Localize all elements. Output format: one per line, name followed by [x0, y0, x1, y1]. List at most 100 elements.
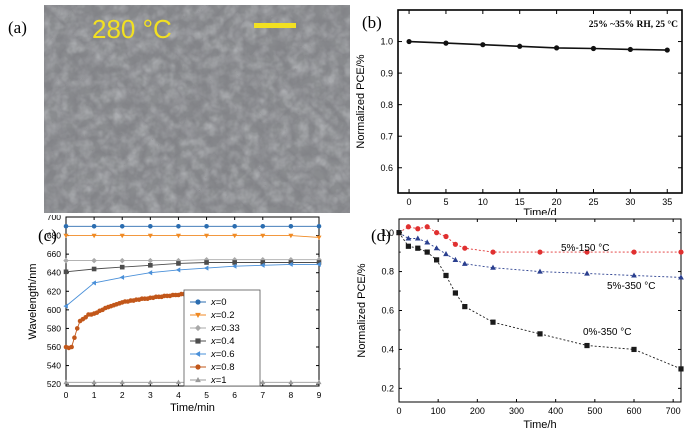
series-annotation: 5%-350 °C [607, 281, 655, 292]
chart-d: 0 100 200 300 400 500 600 700 0.2 0.4 0.6 0.8 1.0 Tim… [356, 218, 684, 431]
data-point [490, 249, 496, 255]
series-line [66, 235, 320, 238]
data-point [63, 223, 69, 229]
data-point [147, 257, 154, 264]
data-point [405, 235, 412, 241]
series-line [409, 40, 668, 51]
data-point [288, 233, 294, 239]
x-tick-label: 100 [431, 406, 446, 416]
data-point [63, 233, 69, 239]
y-tick-label: 540 [47, 361, 61, 371]
data-point [63, 257, 69, 264]
data-point [406, 38, 412, 45]
legend-item: x=1 [190, 375, 227, 386]
data-point [147, 379, 153, 385]
data-point [119, 223, 125, 229]
y-tick-label: 0.4 [381, 345, 394, 355]
x-tick-label: 0 [407, 197, 412, 207]
panel-a-label: (a) [8, 18, 27, 37]
y-tick-label: 580 [47, 323, 61, 333]
data-point [461, 260, 468, 266]
x-tick-label: 5 [443, 197, 448, 207]
data-point [260, 233, 266, 239]
legend-label: x=0.2 [210, 310, 235, 321]
x-axis-label: Time/min [170, 402, 215, 414]
y-tick-label: 1.0 [380, 37, 393, 47]
y-tick-label: 0.9 [380, 68, 393, 78]
data-point [83, 314, 88, 320]
data-point [91, 257, 97, 264]
data-point [415, 226, 421, 232]
y-tick-label: 0.6 [380, 163, 393, 173]
y-tick-label: 620 [47, 286, 61, 296]
data-point [537, 249, 543, 255]
plot-frame [397, 9, 683, 194]
data-point [452, 241, 458, 247]
series-line [66, 259, 319, 262]
legend-label: x=0.6 [210, 349, 235, 360]
x-tick-label: 6 [232, 390, 237, 400]
data-point [232, 223, 237, 229]
data-point [584, 249, 590, 255]
data-point [260, 262, 265, 268]
data-point [316, 260, 322, 265]
y-tick-label: 0.8 [381, 267, 394, 277]
legend-item: x=0.6 [190, 349, 235, 360]
data-point [415, 245, 421, 251]
data-point [260, 379, 266, 385]
series-x-0 [63, 223, 322, 229]
data-point [119, 233, 125, 239]
data-point [584, 342, 590, 349]
data-point [91, 233, 97, 239]
x-axis-label: Time/h [523, 419, 556, 431]
y-tick-label: 700 [47, 215, 61, 222]
panel-label: (c) [38, 226, 57, 245]
data-point [631, 272, 637, 278]
panel-label: (b) [362, 13, 382, 32]
legend-marker [195, 377, 201, 383]
x-tick-label: 4 [176, 390, 181, 400]
data-point [443, 251, 449, 257]
x-tick-label: 15 [515, 197, 525, 207]
data-point [678, 249, 684, 255]
data-point [537, 331, 543, 337]
data-point [414, 235, 421, 241]
data-point [260, 223, 266, 229]
data-point [462, 304, 468, 310]
panel-d: 0 100 200 300 400 500 600 700 0.2 0.4 0.6 0.8 1.0 Tim… [345, 215, 689, 437]
data-point [63, 303, 68, 309]
data-point [678, 274, 684, 280]
x-tick-label: 200 [470, 406, 485, 416]
data-point [433, 245, 440, 251]
data-point [316, 223, 322, 229]
data-point [91, 266, 97, 272]
y-tick-label: 0.2 [381, 384, 394, 394]
data-point [517, 43, 523, 49]
series-0-350-c [396, 230, 684, 372]
data-point [148, 223, 153, 229]
x-tick-label: 20 [552, 197, 562, 207]
data-point [627, 46, 633, 53]
data-point [204, 223, 209, 229]
legend-marker [194, 324, 202, 332]
legend-item: x=0 [190, 297, 227, 308]
y-tick-label: 1.0 [381, 228, 394, 238]
scale-bar [254, 23, 296, 28]
series-x-0-2 [63, 233, 322, 241]
data-point [91, 223, 97, 229]
data-point [119, 264, 125, 270]
data-point [434, 257, 440, 263]
sem-image [44, 5, 350, 213]
y-tick-label: 640 [47, 268, 61, 278]
chart-b-annotation: 25% ~35% RH, 25 °C [589, 19, 678, 30]
x-tick-label: 35 [662, 197, 672, 207]
data-point [119, 257, 125, 264]
data-point [147, 233, 153, 239]
panel-c: 0 1 2 3 4 5 6 7 8 9 520 540 560 580 600 620 640 660 680 700… [0, 212, 345, 437]
series-annotation: 0%-350 °C [583, 327, 631, 338]
data-point [443, 272, 449, 279]
data-point [91, 280, 96, 286]
series-x-0-8 [63, 289, 201, 351]
data-point [452, 290, 458, 296]
legend-item: x=0.2 [190, 310, 235, 321]
